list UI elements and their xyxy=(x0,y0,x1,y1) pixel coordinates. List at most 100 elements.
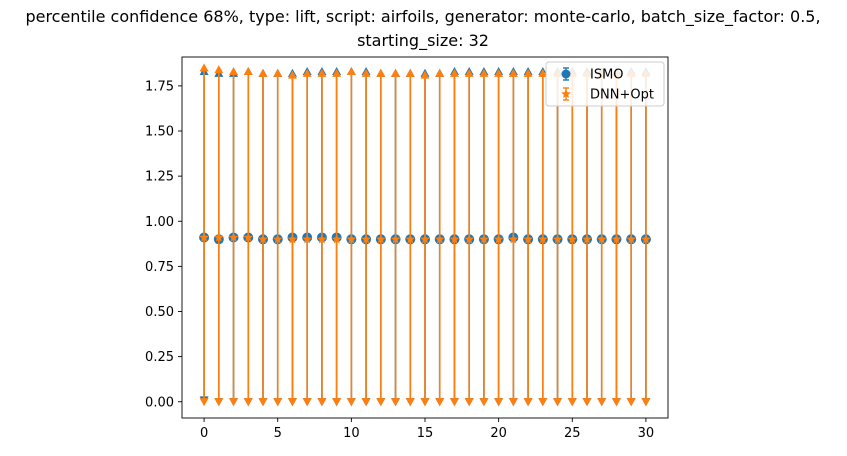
error-cap-lower xyxy=(332,398,342,407)
x-tick-label: 20 xyxy=(490,426,507,441)
error-cap-lower xyxy=(449,398,459,407)
data-point-dnn-opt xyxy=(258,234,268,244)
data-point-dnn-opt xyxy=(449,234,460,244)
error-cap-upper xyxy=(523,68,533,77)
data-point-dnn-opt xyxy=(331,234,342,244)
data-point-dnn-opt xyxy=(464,234,474,244)
legend-marker-dnn-opt xyxy=(561,89,571,99)
data-point-dnn-opt xyxy=(199,232,209,242)
legend-label: DNN+Opt xyxy=(590,88,654,103)
error-cap-upper xyxy=(405,68,415,77)
chart-title-line1: percentile confidence 68%, type: lift, s… xyxy=(25,7,820,27)
x-tick-label: 25 xyxy=(564,426,581,441)
error-cap-lower xyxy=(420,398,430,407)
data-point-dnn-opt xyxy=(361,234,371,244)
error-cap-upper xyxy=(229,66,239,76)
data-point-dnn-opt xyxy=(272,234,283,244)
plot-area: 0 5 10 15 20 25 30 0.00 0.25 0.50 0.75 1.00 1.25 1.50… xyxy=(145,56,669,441)
data-point-dnn-opt xyxy=(287,234,298,244)
data-point-dnn-opt xyxy=(479,234,489,244)
error-cap-lower xyxy=(538,398,548,407)
x-tick-label: 30 xyxy=(638,426,655,441)
error-cap-upper xyxy=(302,68,312,77)
x-tick-label: 0 xyxy=(200,426,208,441)
y-tick-label: 1.25 xyxy=(145,170,174,185)
data-point-dnn-opt xyxy=(376,234,386,244)
y-tick-label: 1.00 xyxy=(145,215,174,230)
data-point-dnn-opt xyxy=(596,234,607,244)
error-cap-lower xyxy=(302,398,312,407)
error-cap-lower xyxy=(494,398,504,407)
data-point-dnn-opt xyxy=(243,232,254,242)
error-cap-upper xyxy=(494,68,504,77)
data-point-dnn-opt xyxy=(567,234,578,244)
error-cap-upper xyxy=(435,68,445,77)
y-tick-label: 0.75 xyxy=(145,260,174,275)
data-point-dnn-opt xyxy=(626,234,636,244)
y-tick-label: 0.50 xyxy=(145,305,174,320)
error-cap-lower xyxy=(214,398,224,407)
data-point-dnn-opt xyxy=(214,232,224,242)
error-cap-lower xyxy=(553,398,563,407)
x-tick-label: 5 xyxy=(274,426,282,441)
error-cap-lower xyxy=(229,398,239,407)
error-cap-lower xyxy=(597,398,607,407)
data-point-dnn-opt xyxy=(523,234,533,244)
error-cap-upper xyxy=(214,65,224,74)
error-cap-upper xyxy=(258,68,268,77)
data-point-dnn-opt xyxy=(317,234,327,244)
error-cap-lower xyxy=(273,398,283,407)
y-tick-label: 0.00 xyxy=(145,395,174,410)
error-cap-upper xyxy=(287,70,297,79)
legend-marker-ismo xyxy=(561,69,571,79)
data-point-dnn-opt xyxy=(508,234,519,244)
data-point-dnn-opt xyxy=(228,232,239,242)
error-cap-upper xyxy=(479,68,489,77)
error-cap-upper xyxy=(538,68,548,77)
legend-label: ISMO xyxy=(590,68,624,83)
y-tick-label: 1.75 xyxy=(145,79,174,94)
error-cap-lower xyxy=(287,398,297,407)
error-cap-lower xyxy=(391,398,401,407)
error-cap-lower xyxy=(258,398,268,407)
data-point-dnn-opt xyxy=(346,234,357,244)
error-cap-lower xyxy=(641,398,651,407)
error-cap-lower xyxy=(435,398,445,407)
error-cap-upper xyxy=(273,68,283,77)
data-point-dnn-opt xyxy=(405,234,416,244)
x-tick-label: 10 xyxy=(343,426,360,441)
legend-box xyxy=(545,61,665,107)
x-tick-label: 15 xyxy=(417,426,434,441)
error-cap-lower xyxy=(479,398,489,407)
legend: ISMO DNN+Opt xyxy=(545,61,665,107)
data-point-dnn-opt xyxy=(538,234,548,244)
error-cap-lower xyxy=(361,398,371,407)
error-cap-lower xyxy=(567,398,577,407)
data-point-dnn-opt xyxy=(420,234,430,244)
y-tick-label: 0.25 xyxy=(145,350,174,365)
error-cap-upper xyxy=(391,68,401,77)
error-cap-upper xyxy=(464,68,474,77)
error-cap-lower xyxy=(346,398,356,407)
error-cap-upper xyxy=(361,68,371,77)
error-cap-lower xyxy=(611,398,621,407)
error-cap-lower xyxy=(199,398,209,407)
data-point-dnn-opt xyxy=(434,234,445,244)
error-cap-upper xyxy=(449,68,459,77)
data-point-dnn-opt xyxy=(552,234,563,244)
data-point-dnn-opt xyxy=(611,234,622,244)
error-cap-lower xyxy=(582,398,592,407)
data-point-dnn-opt xyxy=(582,234,592,244)
error-cap-lower xyxy=(464,398,474,407)
error-cap-lower xyxy=(523,398,533,407)
data-point-dnn-opt xyxy=(493,234,504,244)
error-cap-lower xyxy=(243,398,253,407)
error-cap-upper xyxy=(332,68,342,77)
error-cap-upper xyxy=(243,66,253,76)
data-point-dnn-opt xyxy=(302,234,312,244)
chart-title-line2: starting_size: 32 xyxy=(357,31,489,51)
error-cap-lower xyxy=(626,398,636,407)
error-cap-lower xyxy=(405,398,415,407)
data-point-dnn-opt xyxy=(390,234,401,244)
